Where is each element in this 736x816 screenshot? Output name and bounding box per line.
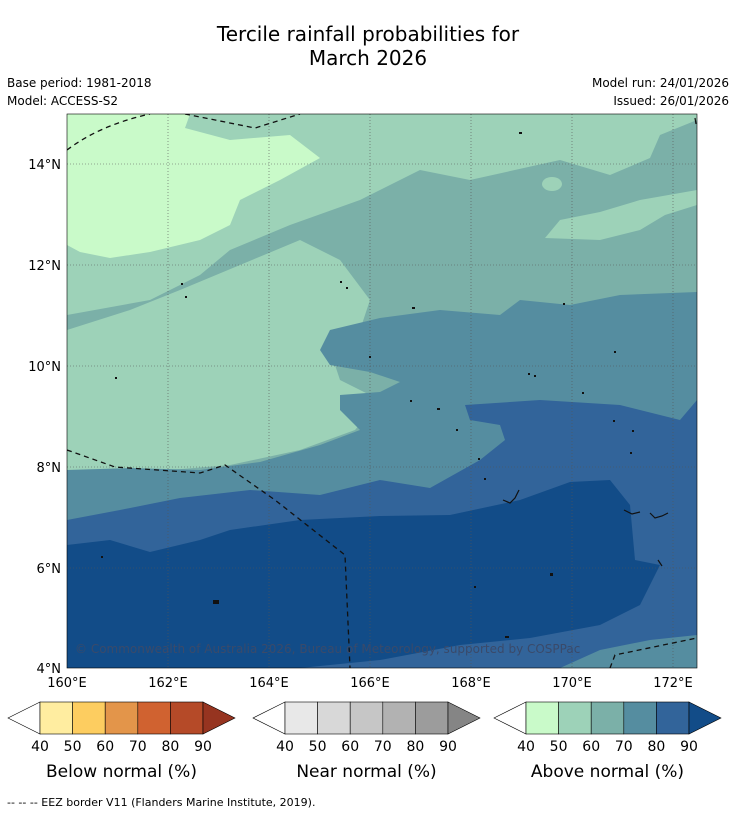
below-normal-bin xyxy=(170,701,204,735)
below-normal-bin xyxy=(137,701,171,735)
near-normal-tick-label: 40 xyxy=(276,739,294,755)
band-50-60-east xyxy=(545,190,697,240)
lat-label-12: 12°N xyxy=(28,259,61,274)
title-line-1: Tercile rainfall probabilities for xyxy=(216,22,520,46)
below-normal-tick-label: 60 xyxy=(96,739,114,755)
below-normal-bin xyxy=(104,701,139,735)
above-normal-tick-label: 50 xyxy=(550,739,568,755)
latitude-labels: 14°N 12°N 10°N 8°N 6°N 4°N xyxy=(28,158,61,677)
near-normal-tick-label: 90 xyxy=(439,739,457,755)
below-normal-bin xyxy=(72,701,106,735)
band-50-60-islet xyxy=(542,177,562,191)
lat-label-14: 14°N xyxy=(28,158,61,173)
above-normal-bin xyxy=(590,701,625,735)
band-50-60-mid xyxy=(67,240,380,470)
near-normal-extend-low xyxy=(252,701,286,735)
below-normal-bin xyxy=(39,701,73,735)
map-frame xyxy=(66,113,698,669)
islands xyxy=(101,132,634,638)
copyright-text: © Commonwealth of Australia 2026, Bureau… xyxy=(75,642,580,656)
issued-text: Issued: 26/01/2026 xyxy=(613,94,729,108)
below-normal-tick-label: 80 xyxy=(161,739,179,755)
eez-footnote: -- -- -- EEZ border V11 (Flanders Marine… xyxy=(7,796,316,809)
model-info: Base period: 1981-2018 Model: ACCESS-S2 xyxy=(7,74,152,110)
below-normal-colorbar: 40 50 60 70 80 90 Below normal (%) xyxy=(7,701,236,782)
lat-label-6: 6°N xyxy=(37,562,62,577)
run-info: Model run: 24/01/2026 Issued: 26/01/2026 xyxy=(592,74,729,110)
title-line-2: March 2026 xyxy=(308,46,428,70)
above-normal-bin xyxy=(558,701,592,735)
lon-label-162: 162°E xyxy=(148,676,188,691)
near-normal-tick-label: 80 xyxy=(406,739,424,755)
below-normal-tick-label: 90 xyxy=(194,739,212,755)
below-normal-tick-label: 40 xyxy=(31,739,49,755)
lon-label-164: 164°E xyxy=(249,676,289,691)
above-normal-tick-label: 70 xyxy=(615,739,633,755)
probability-map xyxy=(67,114,697,668)
band-60-70-southeast xyxy=(560,635,697,668)
near-normal-bin xyxy=(415,701,449,735)
lon-label-172: 172°E xyxy=(653,676,693,691)
above-normal-tick-label: 60 xyxy=(582,739,600,755)
colorbar-legends: 40 50 60 70 80 90 Below normal (%) 40 50 60 70 80 90… xyxy=(7,701,722,782)
near-normal-tick-label: 50 xyxy=(309,739,327,755)
lon-label-170: 170°E xyxy=(552,676,592,691)
near-normal-bin xyxy=(317,701,351,735)
above-normal-tick-label: 90 xyxy=(680,739,698,755)
near-normal-tick-label: 70 xyxy=(374,739,392,755)
lon-label-160: 160°E xyxy=(47,676,87,691)
near-normal-tick-label: 60 xyxy=(341,739,359,755)
atoll-outlines xyxy=(502,117,697,567)
base-period-text: Base period: 1981-2018 xyxy=(7,76,152,90)
near-normal-bin xyxy=(382,701,416,735)
lon-label-168: 168°E xyxy=(451,676,491,691)
above-normal-bin xyxy=(525,701,559,735)
above-normal-bin xyxy=(656,701,690,735)
above-normal-colorbar: 40 50 60 70 80 90 Above normal (%) xyxy=(493,701,722,782)
near-normal-extend-high xyxy=(447,701,481,735)
above-normal-extend-high xyxy=(688,701,722,735)
map-title: Tercile rainfall probabilities for March… xyxy=(0,22,736,70)
longitude-labels: 160°E 162°E 164°E 166°E 168°E 170°E 172°… xyxy=(47,676,693,691)
near-normal-bin xyxy=(349,701,384,735)
lat-label-8: 8°N xyxy=(37,461,62,476)
above-normal-title: Above normal (%) xyxy=(531,762,684,782)
above-normal-tick-label: 40 xyxy=(517,739,535,755)
lon-label-166: 166°E xyxy=(350,676,390,691)
below-normal-tick-label: 50 xyxy=(64,739,82,755)
band-over-90 xyxy=(67,480,660,668)
model-name-text: Model: ACCESS-S2 xyxy=(7,94,119,108)
above-normal-extend-low xyxy=(493,701,527,735)
eez-border xyxy=(67,114,697,668)
near-normal-bin xyxy=(284,701,318,735)
below-normal-title: Below normal (%) xyxy=(46,762,197,782)
below-normal-extend-high xyxy=(202,701,236,735)
model-run-text: Model run: 24/01/2026 xyxy=(591,76,729,90)
lat-label-10: 10°N xyxy=(28,360,61,375)
below-normal-tick-label: 70 xyxy=(129,739,147,755)
above-normal-tick-label: 80 xyxy=(647,739,665,755)
band-40-50 xyxy=(67,114,320,258)
graticule xyxy=(67,114,697,668)
above-normal-bin xyxy=(623,701,657,735)
near-normal-title: Near normal (%) xyxy=(296,762,436,782)
lat-label-4: 4°N xyxy=(37,662,62,677)
below-normal-extend-low xyxy=(7,701,41,735)
